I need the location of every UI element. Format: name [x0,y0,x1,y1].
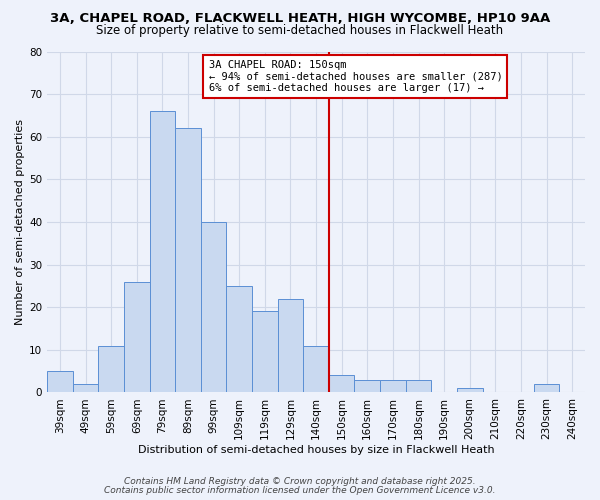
Text: Size of property relative to semi-detached houses in Flackwell Heath: Size of property relative to semi-detach… [97,24,503,37]
X-axis label: Distribution of semi-detached houses by size in Flackwell Heath: Distribution of semi-detached houses by … [138,445,494,455]
Bar [98,346,124,393]
Bar [149,111,175,392]
Bar [175,128,201,392]
Bar [47,371,73,392]
Bar [534,384,559,392]
Text: Contains HM Land Registry data © Crown copyright and database right 2025.: Contains HM Land Registry data © Crown c… [124,477,476,486]
Bar [329,376,355,392]
Bar [457,388,482,392]
Bar [303,346,329,393]
Bar [73,384,98,392]
Bar [201,222,226,392]
Bar [252,312,278,392]
Bar [380,380,406,392]
Bar [355,380,380,392]
Text: Contains public sector information licensed under the Open Government Licence v3: Contains public sector information licen… [104,486,496,495]
Bar [124,282,149,393]
Y-axis label: Number of semi-detached properties: Number of semi-detached properties [15,119,25,325]
Bar [226,286,252,393]
Text: 3A CHAPEL ROAD: 150sqm
← 94% of semi-detached houses are smaller (287)
6% of sem: 3A CHAPEL ROAD: 150sqm ← 94% of semi-det… [209,60,502,93]
Text: 3A, CHAPEL ROAD, FLACKWELL HEATH, HIGH WYCOMBE, HP10 9AA: 3A, CHAPEL ROAD, FLACKWELL HEATH, HIGH W… [50,12,550,26]
Bar [406,380,431,392]
Bar [278,298,303,392]
